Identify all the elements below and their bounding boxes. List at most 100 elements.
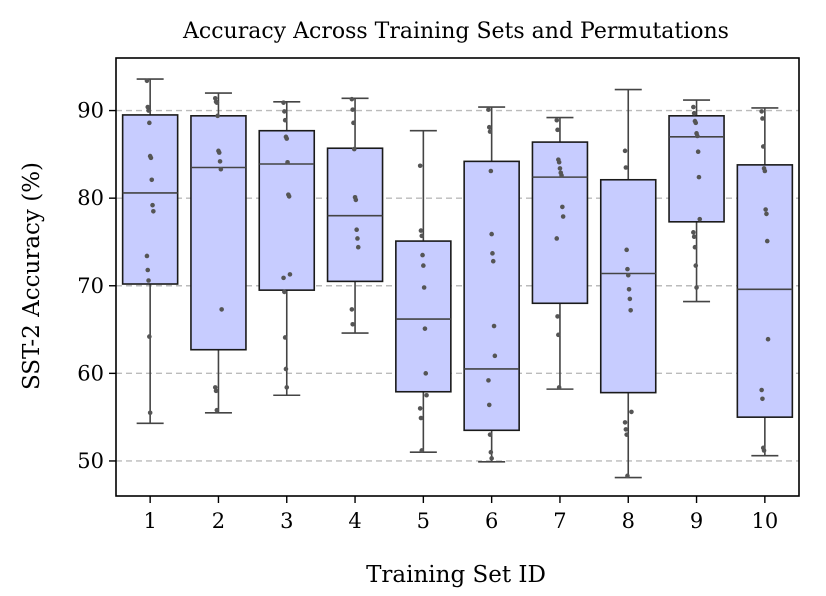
data-point: [351, 146, 357, 152]
data-point: [696, 174, 702, 180]
data-point: [147, 120, 152, 126]
data-point: [286, 194, 292, 199]
data-point: [212, 95, 218, 101]
data-point: [693, 120, 699, 126]
data-point: [150, 202, 155, 208]
data-point: [624, 432, 629, 437]
box-2: [190, 115, 247, 351]
data-point: [146, 108, 151, 113]
data-point: [625, 266, 630, 272]
data-point: [760, 116, 765, 121]
data-point: [417, 163, 423, 169]
data-point: [695, 149, 701, 155]
data-point: [351, 120, 356, 126]
data-point: [486, 402, 492, 408]
data-point: [691, 104, 696, 110]
data-point: [559, 173, 564, 178]
data-point: [213, 388, 219, 394]
data-point: [628, 307, 633, 313]
data-point: [622, 148, 628, 154]
x-tick-label: 4: [348, 509, 361, 533]
x-tick-label: 8: [622, 509, 635, 533]
data-point: [350, 107, 355, 112]
data-point: [283, 366, 289, 372]
data-point: [349, 96, 355, 102]
data-point: [417, 406, 423, 411]
data-point: [218, 166, 224, 172]
data-point: [282, 335, 288, 340]
data-point: [147, 334, 152, 339]
box-10: [736, 164, 794, 418]
data-point: [151, 209, 156, 214]
y-tick-label: 70: [77, 274, 104, 298]
data-point: [557, 166, 563, 171]
data-point: [489, 456, 494, 461]
x-tick-label: 10: [751, 509, 778, 533]
box-6: [463, 160, 520, 432]
data-point: [216, 150, 222, 155]
data-point: [282, 289, 287, 295]
data-point: [555, 127, 560, 133]
data-point: [350, 322, 355, 327]
data-point: [765, 336, 771, 342]
data-point: [760, 396, 765, 402]
y-tick-label: 60: [77, 361, 104, 385]
data-point: [486, 107, 491, 112]
boxes: [121, 78, 794, 479]
data-point: [353, 197, 359, 203]
data-point: [491, 323, 497, 329]
data-point: [693, 263, 699, 268]
data-point: [626, 286, 632, 292]
data-point: [287, 272, 293, 277]
data-point: [282, 117, 288, 123]
data-point: [420, 252, 425, 258]
x-tick-label: 1: [143, 509, 156, 533]
data-point: [421, 285, 427, 290]
data-point: [355, 244, 361, 250]
data-point: [418, 228, 424, 233]
data-point: [759, 109, 764, 114]
data-point: [691, 110, 697, 116]
data-point: [219, 307, 224, 312]
data-point: [354, 227, 359, 232]
data-point: [623, 165, 629, 170]
axes: 50 60 70 80 90 1 2 3 4 5 6 7 8 9 10: [77, 99, 778, 533]
data-point: [763, 207, 768, 212]
chart-title: Accuracy Across Training Sets and Permut…: [182, 19, 729, 44]
data-point: [418, 415, 424, 421]
data-point: [764, 238, 770, 244]
data-point: [215, 113, 220, 119]
data-point: [490, 251, 495, 256]
data-point: [556, 332, 561, 338]
data-point: [423, 371, 429, 376]
data-point: [629, 409, 634, 415]
data-point: [489, 231, 494, 237]
y-tick-label: 80: [77, 186, 104, 210]
data-point: [762, 168, 768, 174]
data-point: [424, 392, 429, 398]
data-point: [691, 234, 697, 240]
data-point: [147, 410, 153, 416]
data-point: [146, 278, 151, 283]
data-point: [624, 247, 629, 253]
data-point: [281, 275, 286, 281]
data-point: [697, 216, 703, 222]
data-point: [560, 204, 565, 210]
data-point: [487, 129, 493, 134]
data-point: [556, 159, 562, 165]
data-point: [149, 177, 155, 183]
x-tick-label: 5: [417, 509, 430, 533]
data-point: [349, 307, 355, 312]
data-point: [490, 258, 496, 264]
data-point: [623, 427, 629, 432]
data-point: [486, 378, 491, 383]
data-point: [148, 155, 154, 161]
data-point: [692, 244, 698, 250]
data-point: [560, 214, 566, 219]
data-point: [627, 296, 633, 302]
data-point: [691, 230, 696, 235]
data-point: [488, 449, 494, 455]
data-point: [419, 448, 425, 453]
data-point: [214, 407, 220, 413]
